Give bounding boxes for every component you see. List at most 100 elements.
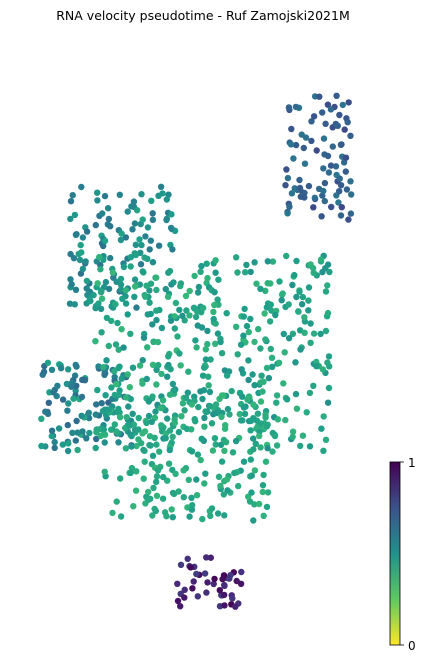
cell-point [195,283,203,291]
cell-point [51,444,58,452]
cell-point [135,414,142,422]
cell-point [132,241,139,248]
cell-point [237,341,245,348]
cell-point [223,476,231,483]
cell-point [79,234,87,241]
cell-point [154,467,162,474]
cell-point [174,333,181,340]
cell-point [236,410,243,418]
cell-point [70,255,78,262]
cell-point [114,319,121,327]
cell-point [66,300,74,307]
cell-point [50,389,57,396]
cell-point [313,147,320,154]
cell-point [133,207,141,214]
cell-point [144,344,151,351]
cell-point [174,597,182,605]
cell-point [128,443,135,450]
cell-point [341,126,348,133]
cell-point [167,224,175,232]
cell-point [51,438,58,446]
cell-point [240,332,247,339]
cell-point [307,320,314,327]
cell-point [308,137,315,145]
cell-point [264,280,271,287]
cell-point [130,503,137,510]
cell-point [141,458,148,465]
cell-point [98,329,105,336]
cell-point [166,267,174,275]
cell-point [232,603,239,610]
cell-point [229,595,236,602]
cell-point [124,371,131,378]
cell-point [322,436,330,443]
cell-point [108,317,115,325]
cell-point [186,513,193,520]
cell-point [326,268,333,276]
cell-point [250,401,257,408]
cell-point [257,420,264,427]
cell-point [127,469,134,477]
cell-point [299,432,307,439]
cell-point [101,439,108,446]
cell-point [291,185,298,192]
cell-point [152,507,159,515]
colorbar-tick-max: 1 [408,456,416,470]
cell-point [128,464,136,472]
cell-point [131,276,139,283]
cell-point [203,589,210,596]
cell-point [201,364,208,371]
cell-point [268,354,276,361]
cell-point [339,101,346,109]
cell-point [112,341,120,348]
cell-point [68,383,75,390]
cell-point [195,403,202,411]
cell-point [155,242,163,249]
cell-point [191,416,198,423]
cell-point [273,442,281,449]
cell-point [199,372,207,379]
cell-point [104,205,112,212]
cell-point [48,427,56,434]
cell-point [333,92,340,100]
cell-point [281,349,288,356]
cell-point [162,435,169,442]
cell-point [191,272,198,280]
cell-point [39,371,46,378]
cell-point [169,514,176,521]
cell-point [216,395,223,402]
cell-point [72,437,80,444]
cell-point [142,233,149,240]
cell-point [169,489,177,497]
cell-point [247,268,254,276]
cell-point [282,182,289,189]
cell-point [190,578,197,585]
cell-point [133,304,140,311]
cell-point [65,440,72,447]
cell-point [292,359,299,366]
cell-point [182,292,190,300]
cell-point [128,432,135,440]
cell-point [126,384,133,391]
cell-point [167,317,175,324]
cell-point [234,269,241,276]
cell-point [139,357,146,364]
cell-point [207,554,214,561]
cell-point [83,228,91,235]
cell-point [239,393,246,400]
cell-point [235,482,242,490]
cell-point [285,335,293,342]
cell-point [92,411,100,418]
cell-point [262,287,269,294]
cell-point [111,391,119,399]
cell-point [336,175,343,182]
cell-point [120,344,127,351]
cell-point [310,382,317,389]
cell-point [201,570,209,577]
cell-point [146,299,153,306]
cell-point [45,399,52,406]
cell-point [336,111,343,119]
cell-point [132,251,139,259]
cell-point [165,460,173,467]
